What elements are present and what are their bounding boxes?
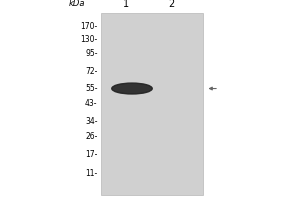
Ellipse shape xyxy=(112,83,152,94)
Text: 95-: 95- xyxy=(85,49,98,58)
Text: 72-: 72- xyxy=(85,67,98,76)
Text: 17-: 17- xyxy=(85,150,98,159)
Text: 130-: 130- xyxy=(80,35,98,44)
Text: 170-: 170- xyxy=(80,22,98,31)
Text: 26-: 26- xyxy=(85,132,98,141)
Text: 43-: 43- xyxy=(85,99,98,108)
Text: 2: 2 xyxy=(168,0,174,9)
Bar xyxy=(100,13,202,195)
Text: 11-: 11- xyxy=(85,169,98,178)
Text: 55-: 55- xyxy=(85,84,98,93)
Text: kDa: kDa xyxy=(68,0,85,8)
Text: 1: 1 xyxy=(123,0,129,9)
Text: 34-: 34- xyxy=(85,117,98,126)
